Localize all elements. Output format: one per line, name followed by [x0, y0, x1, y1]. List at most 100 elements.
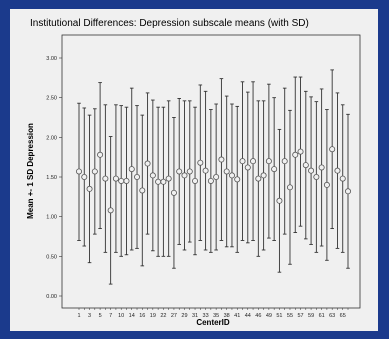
- mean-point: [286, 184, 293, 191]
- y-tick-label: 2.50: [46, 96, 57, 102]
- x-tick-label: 27: [171, 313, 177, 319]
- mean-point: [160, 178, 167, 185]
- error-bar: [213, 103, 220, 251]
- mean-point: [97, 151, 104, 158]
- error-bar: [344, 113, 351, 269]
- y-tick-label: 0.50: [46, 254, 57, 260]
- error-bar: [250, 81, 257, 241]
- error-bar: [244, 91, 251, 244]
- mean-point: [176, 168, 183, 175]
- y-axis: 0.00 0.50 1.00 1.50 2.00 2.50 3.00: [46, 56, 62, 300]
- error-bar: [286, 109, 293, 265]
- error-bar: [97, 82, 104, 230]
- mean-point: [297, 148, 304, 155]
- error-bar: [165, 100, 172, 257]
- x-tick-label: 65: [340, 313, 346, 319]
- error-bar: [318, 88, 325, 247]
- mean-point: [281, 158, 288, 165]
- mean-point: [107, 207, 114, 214]
- x-tick-label: 16: [139, 313, 145, 319]
- mean-point: [170, 189, 177, 196]
- x-tick-label: 33: [203, 313, 209, 319]
- x-tick-label: 57: [297, 313, 303, 319]
- mean-point: [155, 178, 162, 185]
- x-tick-label: 10: [118, 313, 124, 319]
- x-tick-label: 38: [224, 313, 230, 319]
- x-tick-label: 63: [329, 313, 335, 319]
- error-bar: [234, 105, 241, 253]
- mean-point: [165, 175, 172, 182]
- error-bar: [271, 97, 278, 241]
- error-bar: [139, 114, 146, 267]
- x-tick-label: 59: [308, 313, 314, 319]
- error-bar: [265, 83, 272, 239]
- error-bar: [323, 109, 330, 261]
- mean-point: [239, 158, 246, 165]
- mean-point: [118, 177, 125, 184]
- error-bar: [128, 87, 135, 251]
- mean-point: [202, 167, 209, 174]
- mean-point: [255, 175, 262, 182]
- x-tick-label: 22: [160, 313, 166, 319]
- chart-title: Institutional Differences: Depression su…: [30, 18, 309, 29]
- mean-point: [308, 167, 315, 174]
- mean-point: [91, 168, 98, 175]
- error-bar: [207, 109, 214, 253]
- mean-point: [223, 168, 230, 175]
- x-tick-label: 29: [181, 313, 187, 319]
- mean-point: [250, 158, 257, 165]
- mean-point: [302, 162, 309, 169]
- mean-point: [134, 173, 141, 180]
- y-tick-label: 2.00: [46, 135, 57, 141]
- error-bar: [334, 92, 341, 249]
- error-bar: [144, 92, 151, 235]
- error-bar: [160, 106, 167, 257]
- mean-point: [276, 197, 283, 204]
- mean-point: [313, 173, 320, 180]
- errorbar-chart: Institutional Differences: Depression su…: [26, 18, 361, 327]
- error-bar: [112, 104, 119, 253]
- error-bar: [329, 69, 336, 230]
- y-tick-label: 1.00: [46, 215, 57, 221]
- x-axis: 1 3 5 7 10 14 16 19 22 27 29 31 33 35 38 41 44 46 49 51 55 57…: [77, 308, 349, 319]
- error-bar: [192, 106, 199, 256]
- x-tick-label: 3: [88, 313, 91, 319]
- error-bar: [149, 99, 156, 252]
- chart-frame: Institutional Differences: Depression su…: [10, 9, 378, 331]
- error-bar: [134, 105, 141, 249]
- mean-point: [265, 158, 272, 165]
- mean-point: [244, 164, 251, 171]
- mean-point: [339, 175, 346, 182]
- error-bar: [228, 103, 235, 248]
- x-tick-label: 19: [150, 313, 156, 319]
- error-bar: [302, 90, 309, 240]
- error-bar: [297, 76, 304, 227]
- mean-point: [139, 187, 146, 194]
- mean-point: [123, 177, 130, 184]
- mean-point: [334, 167, 341, 174]
- error-bar: [181, 100, 188, 251]
- mean-point: [197, 159, 204, 166]
- mean-point: [112, 175, 119, 182]
- y-tick-label: 0.00: [46, 294, 57, 300]
- error-bar: [76, 102, 83, 241]
- mean-point: [218, 156, 225, 163]
- mean-point: [144, 160, 151, 167]
- mean-point: [271, 166, 278, 173]
- error-bar: [218, 78, 225, 241]
- x-tick-label: 41: [234, 313, 240, 319]
- error-bar: [81, 107, 88, 247]
- error-bar: [86, 114, 93, 264]
- x-tick-label: 49: [266, 313, 272, 319]
- mean-point: [228, 172, 235, 179]
- y-tick-label: 3.00: [46, 56, 57, 62]
- error-bar: [276, 128, 283, 273]
- error-bars: [76, 69, 351, 285]
- mean-point: [318, 164, 325, 171]
- x-tick-label: 35: [213, 313, 219, 319]
- error-bar: [107, 136, 114, 285]
- error-bar: [102, 104, 109, 253]
- y-axis-label: Mean +- 1 SD Depression: [26, 123, 35, 219]
- mean-point: [323, 181, 330, 188]
- error-bar: [292, 76, 299, 233]
